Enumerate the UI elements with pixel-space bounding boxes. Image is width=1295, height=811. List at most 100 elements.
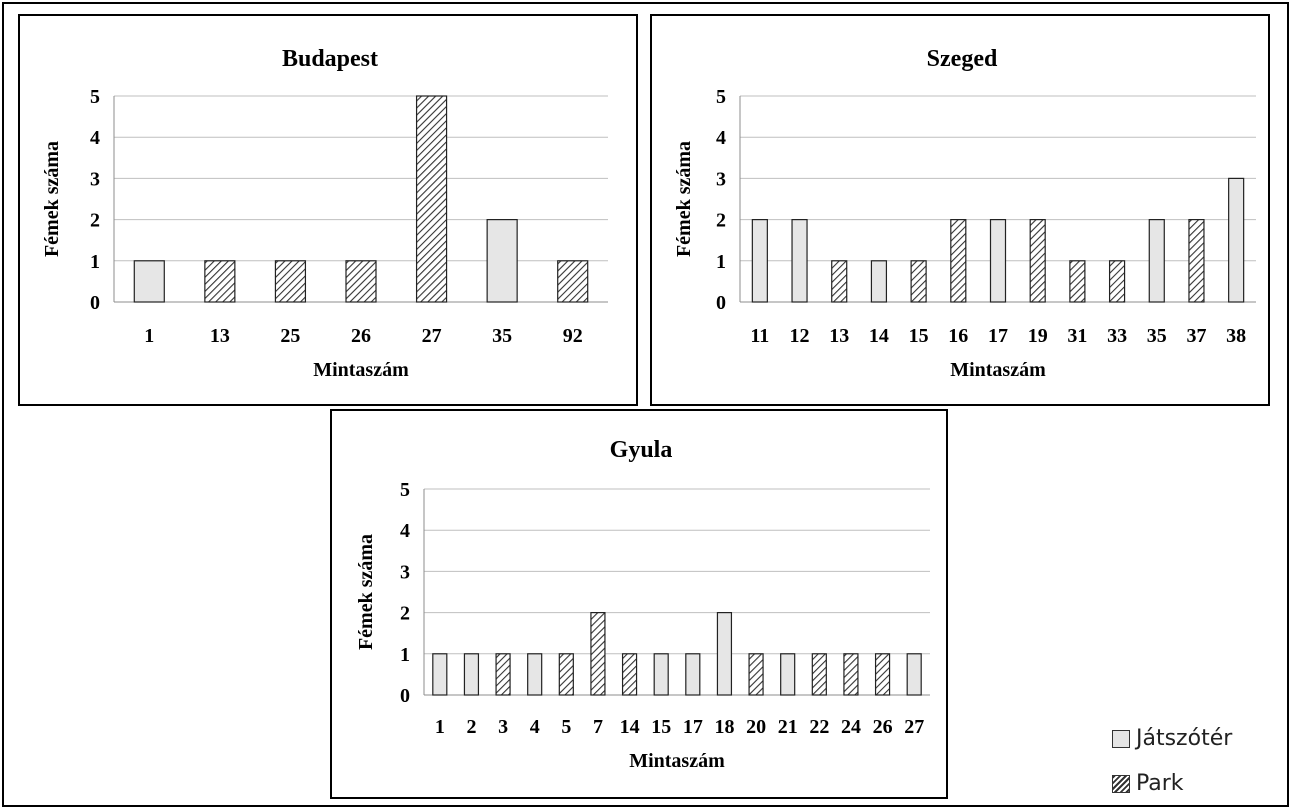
legend-item-jatszoter: Játszótér [1112, 726, 1232, 751]
y-tick-label: 4 [716, 127, 726, 149]
x-tick-label: 22 [809, 716, 829, 738]
bar-3 [495, 653, 511, 696]
y-tick-label: 0 [90, 292, 100, 314]
x-tick-label: 15 [909, 325, 929, 347]
x-tick-label: 26 [873, 716, 893, 738]
x-tick-label: 14 [869, 325, 889, 347]
bar-12 [791, 219, 808, 303]
x-tick-label: 2 [466, 716, 476, 738]
bar-92 [557, 260, 589, 303]
legend-swatch-hatched-icon [1112, 774, 1130, 793]
y-tick-label: 1 [400, 644, 410, 666]
y-tick-label: 5 [90, 86, 100, 108]
y-tick-label: 5 [716, 86, 726, 108]
bar-19 [1029, 219, 1046, 303]
legend-label-park: Park [1136, 771, 1184, 796]
chart-svg-budapest: Budapest 0 1 2 3 4 5 1 13 25 26 27 35 92 Mintaszám Féme… [41, 46, 608, 381]
x-tick-label: 35 [492, 325, 512, 347]
chart-title: Budapest [282, 46, 378, 72]
bar-38 [1228, 177, 1245, 303]
x-tick-label: 1 [435, 716, 445, 738]
x-tick-label: 31 [1067, 325, 1087, 347]
bar-37 [1188, 219, 1205, 303]
x-tick-label: 21 [778, 716, 798, 738]
bar-13 [204, 260, 236, 303]
x-axis-label: Mintaszám [313, 359, 409, 381]
bar-25 [274, 260, 307, 303]
bar-27 [415, 95, 448, 303]
chart-panel-budapest: Budapest 0 1 2 3 4 5 1 13 25 26 27 35 92 Mintaszám Féme… [18, 14, 638, 406]
x-tick-label: 17 [988, 325, 1008, 347]
y-tick-label: 1 [90, 251, 100, 273]
bar-35 [486, 219, 518, 303]
chart-panel-gyula: Gyula 0 1 2 3 4 5 1 2 3 4 5 7 14 15 17 18 20 21 22 24 26 27 Min… [330, 409, 948, 799]
bar-14 [621, 653, 638, 696]
y-axis-label: Fémek száma [673, 141, 695, 257]
bar-1 [432, 653, 448, 696]
bar-21 [780, 653, 796, 696]
bar-35 [1148, 219, 1165, 303]
y-tick-label: 4 [90, 127, 100, 149]
bar-27 [906, 653, 922, 696]
x-tick-label: 15 [651, 716, 671, 738]
bar-14 [870, 260, 888, 303]
bar-18 [716, 612, 733, 696]
legend-item-park: Park [1112, 771, 1184, 796]
x-tick-label: 13 [210, 325, 230, 347]
bar-15 [910, 260, 927, 303]
x-axis-label: Mintaszám [950, 359, 1046, 381]
bar-4 [527, 653, 543, 696]
x-tick-label: 35 [1147, 325, 1167, 347]
x-tick-label: 25 [280, 325, 300, 347]
legend-swatch-solid-icon [1112, 729, 1130, 748]
x-tick-label: 7 [593, 716, 603, 738]
x-tick-label: 11 [750, 325, 769, 347]
y-tick-label: 2 [90, 210, 100, 232]
x-tick-label: 1 [144, 325, 154, 347]
x-tick-label: 17 [683, 716, 703, 738]
y-tick-label: 1 [716, 251, 726, 273]
x-tick-label: 37 [1186, 325, 1206, 347]
y-tick-label: 3 [90, 168, 100, 190]
bar-5 [558, 653, 574, 696]
y-tick-label: 5 [400, 479, 410, 501]
bar-11 [751, 219, 768, 303]
chart-title: Gyula [610, 437, 673, 463]
x-tick-label: 38 [1226, 325, 1246, 347]
x-tick-label: 27 [422, 325, 442, 347]
x-axis-label: Mintaszám [629, 750, 725, 772]
bar-31 [1069, 260, 1086, 303]
x-tick-label: 12 [790, 325, 810, 347]
y-tick-label: 2 [716, 210, 726, 232]
bar-7 [590, 612, 606, 696]
bar-33 [1108, 260, 1126, 303]
bar-15 [653, 653, 669, 696]
x-tick-label: 19 [1028, 325, 1048, 347]
x-tick-label: 16 [948, 325, 968, 347]
x-tick-label: 20 [746, 716, 766, 738]
y-axis-label: Fémek száma [355, 534, 377, 650]
x-tick-label: 33 [1107, 325, 1127, 347]
bar-17 [685, 653, 701, 696]
x-tick-label: 4 [530, 716, 540, 738]
x-tick-label: 14 [620, 716, 640, 738]
legend: Játszótér Park [1112, 718, 1282, 803]
bar-26 [345, 260, 377, 303]
y-tick-label: 0 [400, 685, 410, 707]
x-tick-label: 13 [829, 325, 849, 347]
bar-24 [843, 653, 859, 696]
bar-2 [463, 653, 480, 696]
bar-22 [811, 653, 827, 696]
bar-20 [748, 653, 764, 696]
legend-label-jatszoter: Játszótér [1136, 726, 1233, 751]
bar-13 [831, 260, 848, 303]
x-tick-label: 5 [561, 716, 571, 738]
bar-17 [989, 219, 1007, 303]
bar-16 [950, 219, 967, 303]
bar-1 [133, 260, 165, 303]
y-tick-label: 3 [400, 561, 410, 583]
y-tick-label: 4 [400, 520, 410, 542]
